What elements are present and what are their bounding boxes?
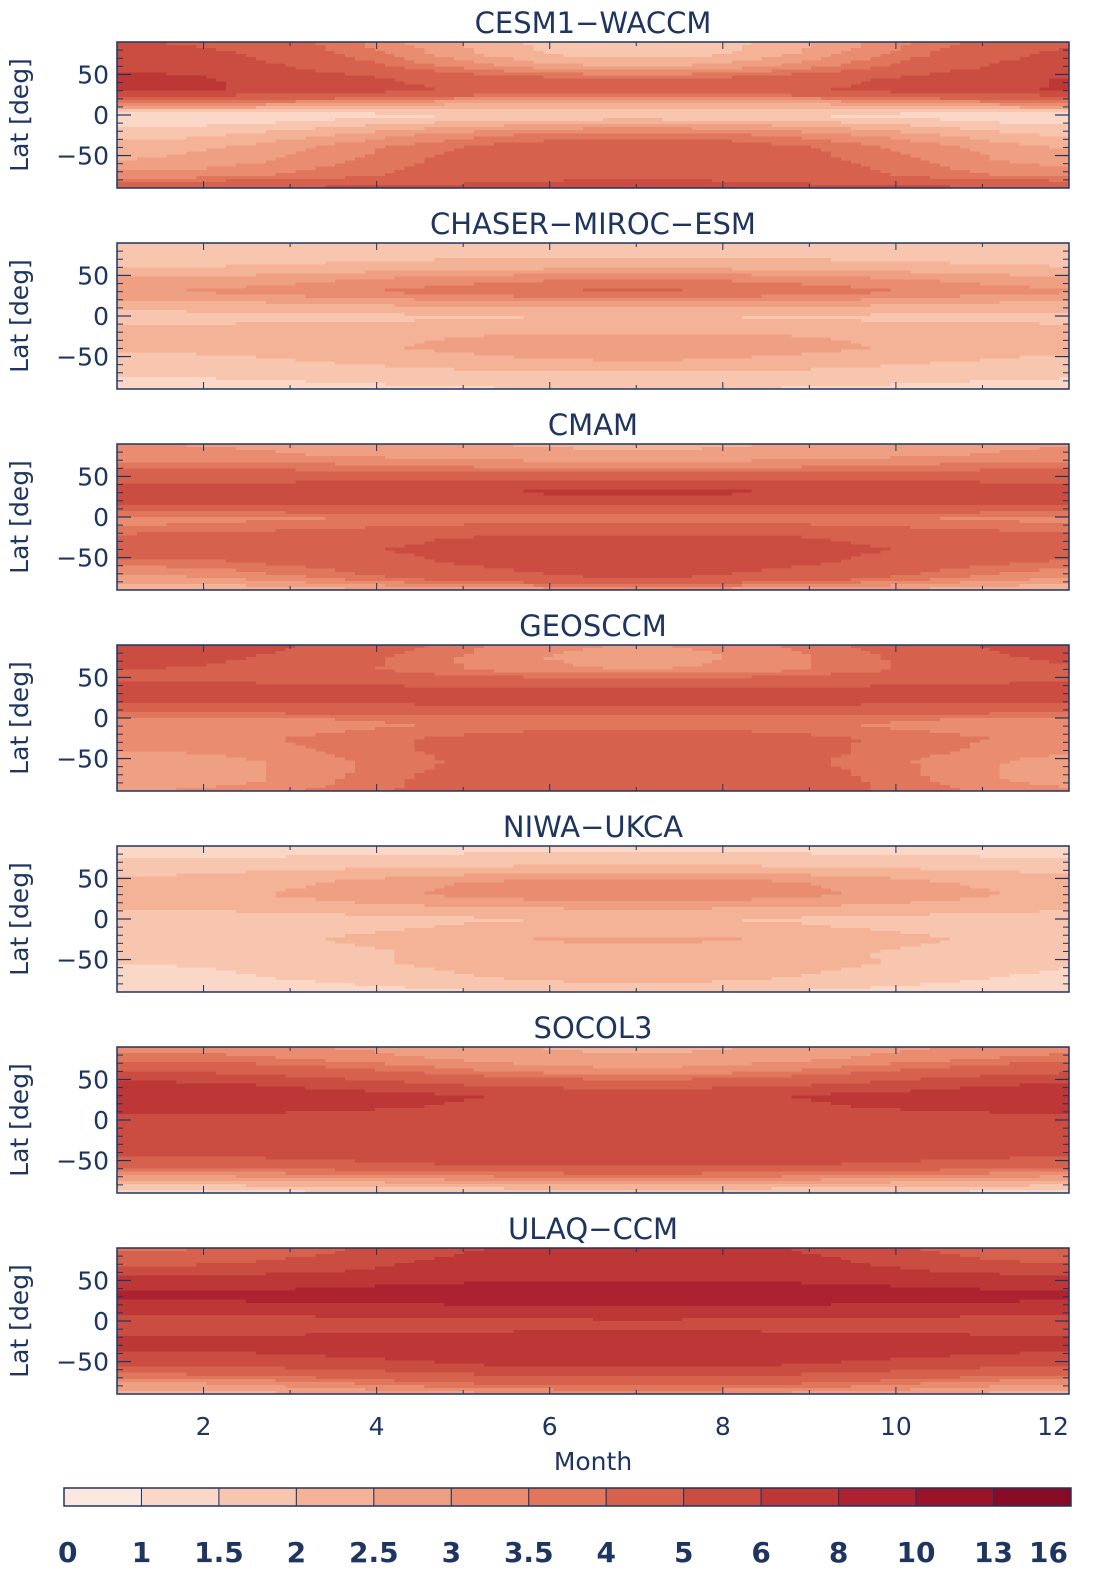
- panel-title: CESM1−WACCM: [475, 6, 712, 40]
- heatmap-cells: [117, 42, 1070, 189]
